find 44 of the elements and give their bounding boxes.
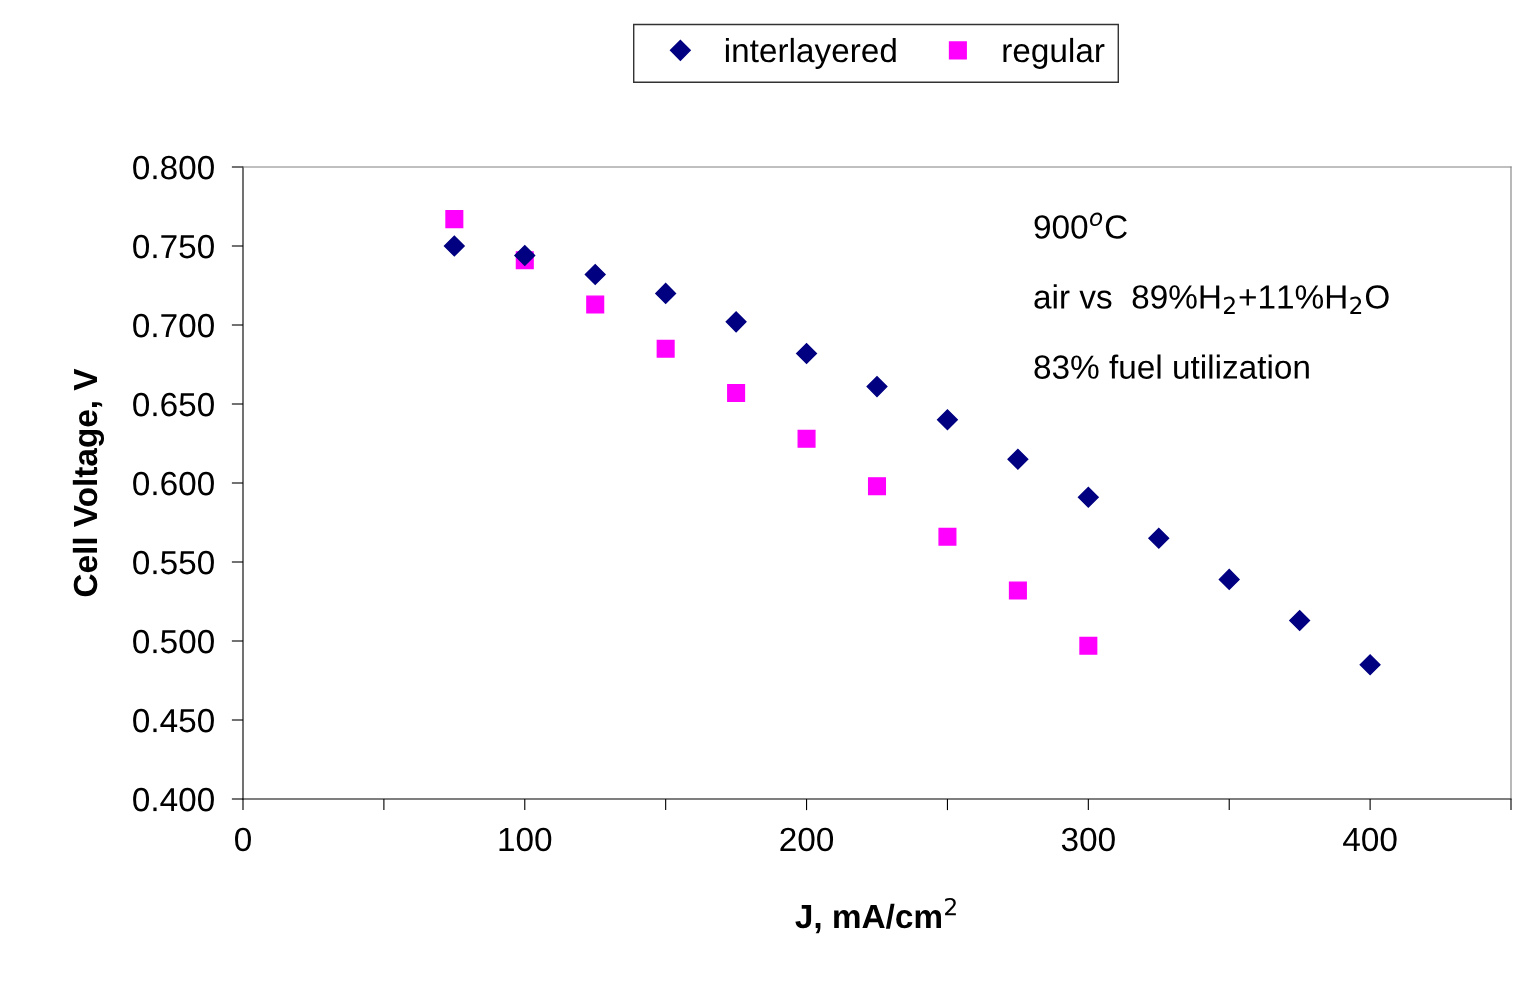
legend-label: regular — [1003, 37, 1105, 69]
point — [655, 282, 677, 304]
point — [586, 295, 605, 314]
annotation: 83% fuel utilization — [1034, 354, 1309, 379]
point — [938, 527, 957, 546]
point — [1148, 527, 1170, 549]
y-tick-label: 0.800 — [133, 155, 214, 180]
point — [1218, 568, 1240, 590]
point — [584, 263, 606, 285]
x-axis-title: J, mA/cm$^{2}$ — [795, 897, 956, 934]
annotation: air vs 89%H$_{2}$+11%H$_{2}$O — [1034, 284, 1389, 314]
y-tick-label: 0.750 — [133, 234, 214, 259]
point — [867, 477, 887, 496]
y-tick-label: 0.450 — [133, 708, 214, 733]
y-tick-label: 0.550 — [133, 550, 214, 575]
x-tick-label: 300 — [1061, 827, 1115, 852]
point — [797, 429, 816, 448]
point — [796, 342, 818, 364]
point — [1359, 654, 1381, 676]
point — [936, 409, 958, 431]
point — [1289, 609, 1311, 631]
point — [445, 210, 464, 229]
y-tick-label: 0.400 — [133, 787, 214, 812]
y-axis-title: Cell Voltage, V — [72, 368, 105, 597]
point — [1007, 448, 1029, 470]
point — [727, 383, 746, 402]
annotation: 900$^{o}$C — [1034, 212, 1127, 239]
point — [443, 235, 465, 257]
point — [514, 244, 536, 266]
x-tick-label: 100 — [499, 827, 552, 852]
point — [1079, 636, 1098, 655]
y-tick-label: 0.650 — [133, 392, 214, 417]
point — [1077, 486, 1099, 508]
x-tick-label: 400 — [1343, 827, 1397, 852]
y-tick-label: 0.500 — [133, 629, 214, 654]
x-tick-label: 0 — [235, 827, 251, 852]
x-tick-label: 200 — [780, 827, 834, 852]
point — [725, 311, 747, 333]
point — [1008, 581, 1027, 600]
legend-label: interlayered — [725, 37, 896, 69]
point — [656, 339, 675, 358]
y-tick-label: 0.700 — [133, 313, 214, 338]
point — [866, 376, 888, 398]
y-tick-label: 0.600 — [133, 471, 214, 496]
